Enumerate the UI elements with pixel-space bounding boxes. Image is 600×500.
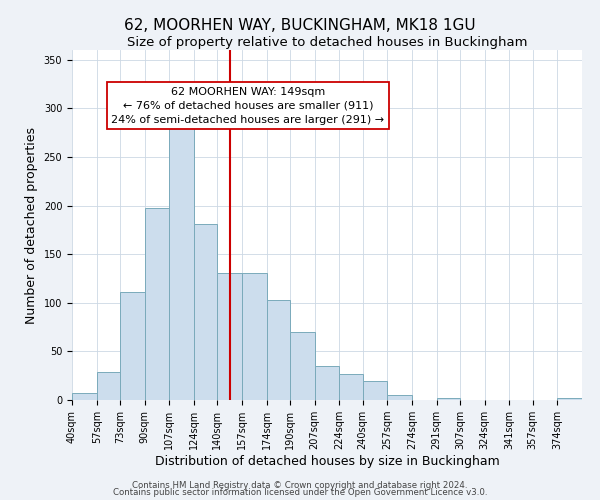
Bar [145, 208, 169, 400]
Bar [437, 398, 460, 400]
Text: Contains HM Land Registry data © Crown copyright and database right 2024.: Contains HM Land Registry data © Crown c… [132, 480, 468, 490]
Bar [290, 332, 314, 400]
Bar [242, 272, 267, 400]
X-axis label: Distribution of detached houses by size in Buckingham: Distribution of detached houses by size … [155, 455, 499, 468]
Bar [267, 300, 290, 400]
Y-axis label: Number of detached properties: Number of detached properties [25, 126, 38, 324]
Text: Contains public sector information licensed under the Open Government Licence v3: Contains public sector information licen… [113, 488, 487, 497]
Bar [314, 366, 340, 400]
Bar [97, 372, 120, 400]
Bar [120, 292, 145, 400]
Bar [169, 115, 194, 400]
Title: Size of property relative to detached houses in Buckingham: Size of property relative to detached ho… [127, 36, 527, 49]
Bar [217, 272, 242, 400]
Text: 62, MOORHEN WAY, BUCKINGHAM, MK18 1GU: 62, MOORHEN WAY, BUCKINGHAM, MK18 1GU [124, 18, 476, 32]
Bar [194, 224, 217, 400]
Bar [340, 374, 362, 400]
Text: 62 MOORHEN WAY: 149sqm
← 76% of detached houses are smaller (911)
24% of semi-de: 62 MOORHEN WAY: 149sqm ← 76% of detached… [112, 87, 385, 124]
Bar [557, 398, 582, 400]
Bar [387, 395, 412, 400]
Bar [72, 393, 97, 400]
Bar [362, 380, 387, 400]
